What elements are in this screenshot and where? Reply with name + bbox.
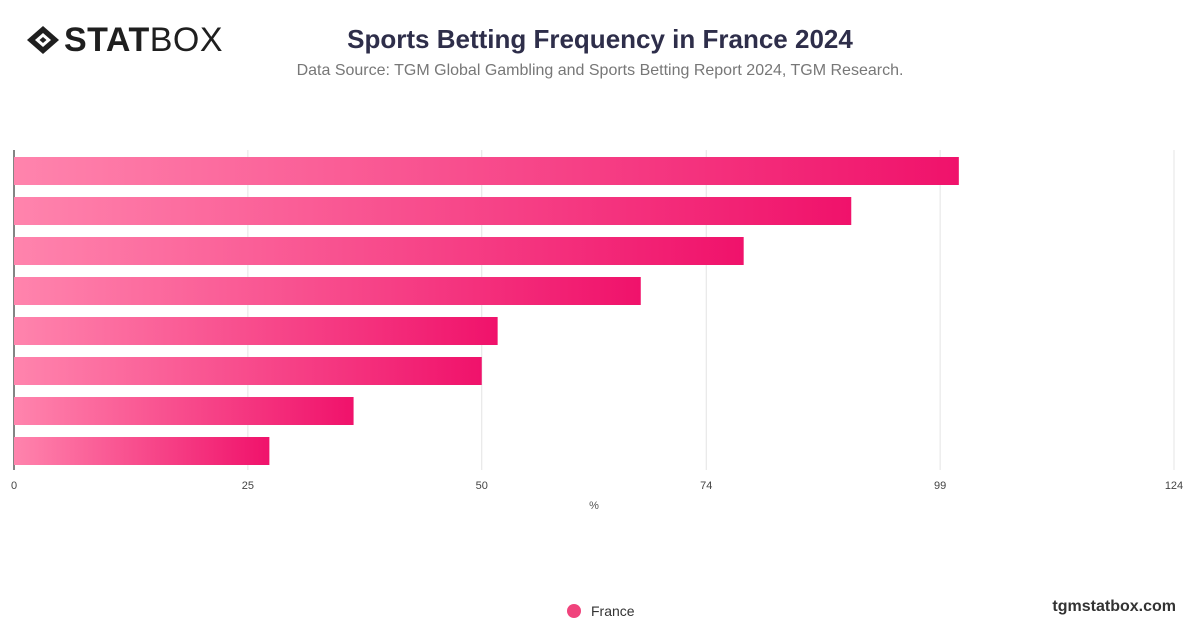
x-tick-label: 50 xyxy=(476,480,488,492)
statbox-logo: STATBOX xyxy=(26,22,223,58)
diamond-logo-icon xyxy=(27,26,59,54)
chart-title: Sports Betting Frequency in France 2024 xyxy=(347,24,853,54)
legend-marker xyxy=(567,604,581,618)
bar[interactable] xyxy=(14,397,354,425)
bar[interactable] xyxy=(14,157,959,185)
bar[interactable] xyxy=(14,197,852,225)
legend[interactable]: France xyxy=(567,603,635,619)
chart-subtitle: Data Source: TGM Global Gambling and Spo… xyxy=(296,62,904,79)
logo-wordmark: STATBOX xyxy=(64,22,223,58)
x-tick-label: 0 xyxy=(11,480,17,492)
x-tick-label: 25 xyxy=(242,480,254,492)
bar[interactable] xyxy=(14,277,641,305)
bar[interactable] xyxy=(14,317,498,345)
bar[interactable] xyxy=(14,357,482,385)
site-url[interactable]: tgmstatbox.com xyxy=(1052,598,1176,615)
x-tick-label: 99 xyxy=(934,480,946,492)
x-axis-label: % xyxy=(589,500,599,512)
bar[interactable] xyxy=(14,437,270,465)
legend-label-france: France xyxy=(591,603,635,619)
bar-chart: 0 25 50 74 99 124 % xyxy=(11,150,1183,512)
logo-wordmark-bold: STAT xyxy=(64,21,150,59)
x-tick-label: 124 xyxy=(1165,480,1183,492)
x-tick-label: 74 xyxy=(700,480,712,492)
bar[interactable] xyxy=(14,237,744,265)
logo-wordmark-light: BOX xyxy=(149,21,224,59)
